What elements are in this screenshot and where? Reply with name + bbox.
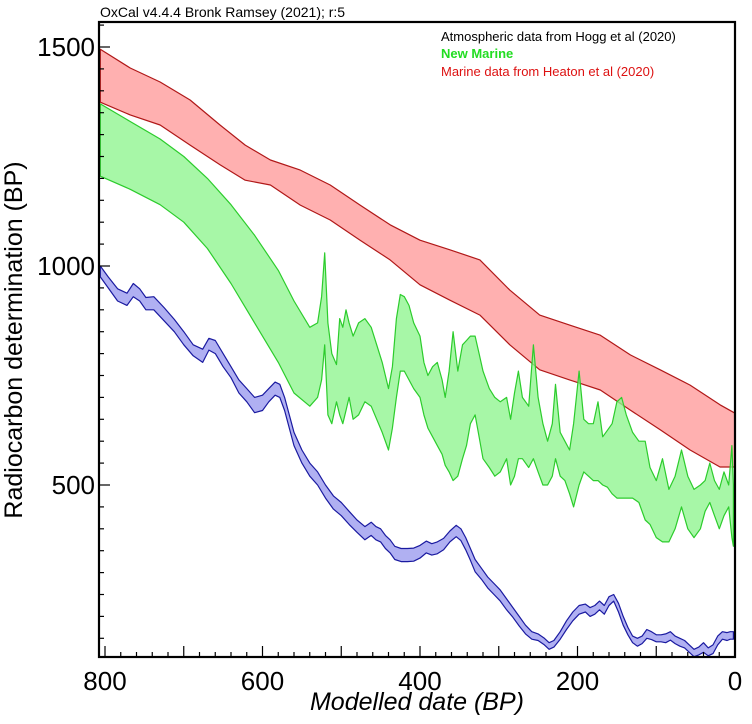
band-atmospheric-data-from-hogg-et-al-2020: [99, 265, 734, 658]
ticks: [99, 24, 736, 657]
x-tick-label: 200: [556, 666, 599, 696]
x-tick-label: 600: [241, 666, 284, 696]
x-tick-label: 0: [728, 666, 742, 696]
credit-text: OxCal v4.4.4 Bronk Ramsey (2021); r:5: [100, 4, 345, 20]
y-tick-label: 1500: [37, 32, 95, 62]
band-new-marine: [99, 103, 734, 547]
legend-item-new-marine: New Marine: [441, 46, 513, 61]
x-tick-label: 800: [83, 666, 126, 696]
legend-item-heaton-marine: Marine data from Heaton et al (2020): [441, 64, 654, 79]
x-tick-label: 400: [398, 666, 441, 696]
y-tick-label: 500: [52, 470, 95, 500]
legend: Atmospheric data from Hogg et al (2020) …: [441, 29, 676, 79]
y-axis-title: Radiocarbon determination (BP): [0, 161, 28, 518]
legend-item-atmospheric: Atmospheric data from Hogg et al (2020): [441, 29, 676, 44]
y-tick-label: 1000: [37, 251, 95, 281]
plot-frame: [97, 20, 737, 659]
x-axis-title: Modelled date (BP): [310, 688, 524, 716]
